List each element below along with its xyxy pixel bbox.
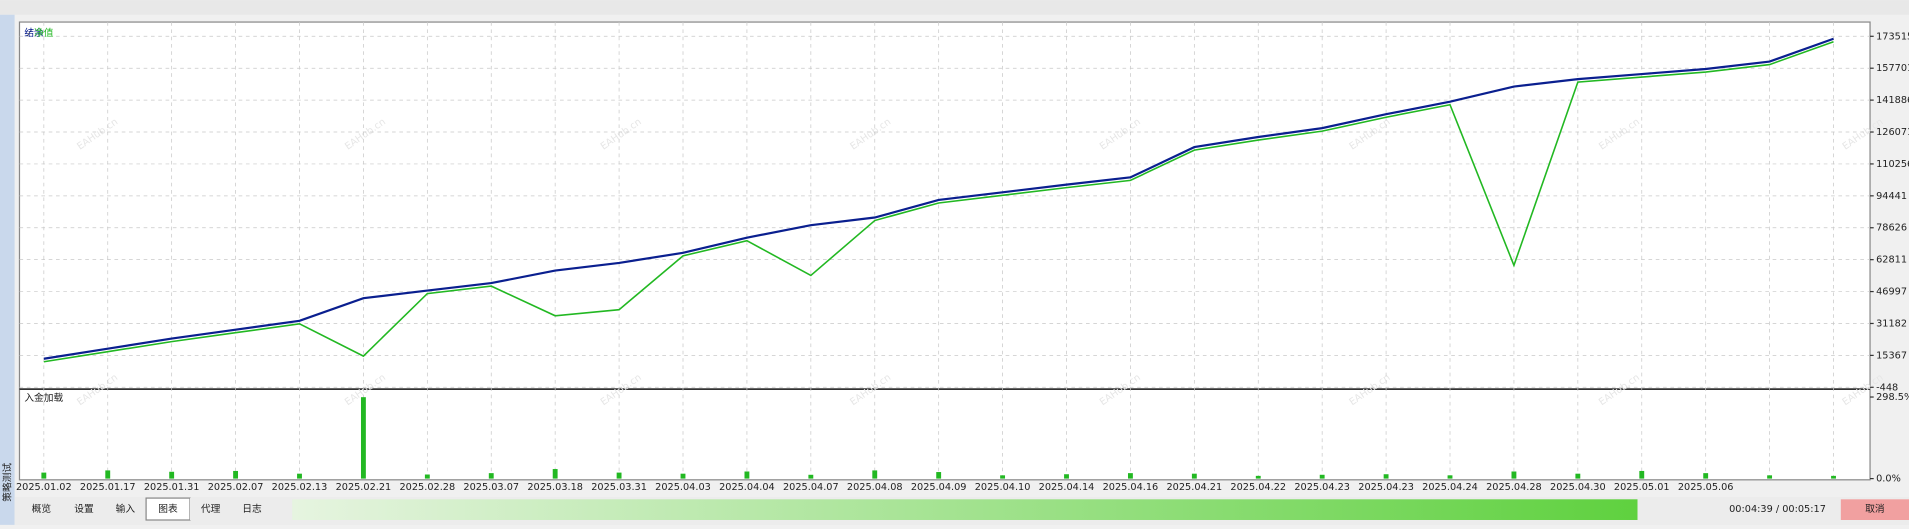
tab-label[interactable]: 输入 bbox=[116, 502, 136, 515]
tab[interactable] bbox=[231, 498, 273, 520]
x-tick-label: 2025.03.18 bbox=[527, 482, 583, 493]
tab-label[interactable]: 日志 bbox=[242, 502, 262, 515]
bar bbox=[1191, 473, 1197, 479]
x-tick-label: 2025.02.28 bbox=[400, 482, 456, 493]
bar bbox=[1127, 473, 1133, 479]
bar bbox=[1000, 475, 1006, 479]
y-tick-label: 62811 bbox=[1876, 255, 1907, 266]
bar bbox=[169, 471, 175, 479]
bar bbox=[1767, 475, 1773, 479]
y-tick-label: 94441 bbox=[1876, 191, 1907, 202]
bar bbox=[808, 474, 814, 479]
tab[interactable] bbox=[189, 498, 232, 520]
bar bbox=[1639, 470, 1645, 479]
bar bbox=[1383, 474, 1389, 479]
cancel-button[interactable] bbox=[1840, 499, 1909, 520]
bar bbox=[1319, 474, 1325, 479]
x-tick-label: 2025.04.10 bbox=[975, 482, 1031, 493]
x-tick-label: 2025.04.03 bbox=[655, 482, 711, 493]
bar bbox=[1511, 471, 1517, 479]
bar bbox=[1447, 475, 1453, 479]
bar bbox=[1575, 473, 1581, 479]
progress-bar bbox=[292, 499, 1638, 520]
x-tick-label: 2025.04.08 bbox=[847, 482, 903, 493]
series-line bbox=[43, 41, 1834, 363]
bar bbox=[872, 470, 878, 479]
y-tick-label: -448 bbox=[1876, 382, 1898, 393]
x-tick-label: 2025.04.09 bbox=[911, 482, 967, 493]
bar bbox=[233, 470, 239, 479]
bar bbox=[680, 473, 686, 479]
x-tick-label: 2025.04.14 bbox=[1039, 482, 1095, 493]
chart-area bbox=[18, 21, 1871, 481]
x-tick-label: 2025.04.07 bbox=[783, 482, 839, 493]
bar bbox=[360, 397, 366, 479]
x-tick-label: 2025.02.13 bbox=[272, 482, 328, 493]
y-tick-label: 110256 bbox=[1876, 159, 1909, 170]
x-tick-label: 2025.01.02 bbox=[16, 482, 72, 493]
x-tick-label: 2025.03.07 bbox=[463, 482, 519, 493]
series-line bbox=[43, 37, 1834, 360]
bar bbox=[616, 472, 622, 479]
tab-label[interactable]: 设置 bbox=[74, 503, 94, 515]
x-tick-label: 2025.04.30 bbox=[1550, 482, 1606, 493]
x-tick-label: 2025.02.07 bbox=[208, 482, 264, 493]
tab[interactable] bbox=[63, 498, 105, 520]
legend-separator bbox=[26, 29, 32, 37]
y-tick-label: 298.5% bbox=[1876, 392, 1909, 403]
tab[interactable] bbox=[104, 498, 147, 520]
x-tick-label: 2025.04.16 bbox=[1103, 482, 1159, 493]
bar bbox=[41, 472, 47, 479]
bar bbox=[1831, 475, 1836, 479]
bar bbox=[424, 474, 430, 479]
x-tick-label: 2025.01.31 bbox=[144, 482, 200, 493]
bar bbox=[744, 471, 750, 479]
x-tick-label: 2025.05.01 bbox=[1614, 482, 1670, 493]
side-panel bbox=[0, 14, 15, 525]
y-tick-label: 141886 bbox=[1876, 95, 1909, 106]
x-tick-label: 2025.04.23 bbox=[1358, 482, 1414, 493]
y-tick-label: 78626 bbox=[1876, 223, 1907, 234]
plot: 概览 设置 输入 图表 代理 日志 -448 15367 31182 46997 62811 7862… bbox=[16, 22, 1909, 521]
x-tick-label: 2025.04.23 bbox=[1294, 482, 1350, 493]
legend-entry: 结余 bbox=[24, 26, 44, 39]
x-tick-label: 2025.04.28 bbox=[1486, 482, 1542, 493]
pane-title: 入金加载 bbox=[24, 391, 63, 404]
x-tick-label: 2025.04.04 bbox=[719, 482, 775, 493]
tab-label[interactable]: 代理 bbox=[201, 503, 221, 515]
cancel-label[interactable]: 取消 bbox=[1865, 502, 1885, 515]
legend-entry: 净值 bbox=[34, 26, 54, 39]
x-tick-label: 2025.03.31 bbox=[591, 482, 647, 493]
bar bbox=[488, 473, 494, 479]
toolbar bbox=[0, 0, 1909, 15]
side-tab[interactable]: 策略测试 bbox=[0, 463, 13, 502]
x-tick-label: 2025.04.24 bbox=[1422, 482, 1478, 493]
bar bbox=[297, 473, 302, 479]
bar bbox=[552, 469, 558, 479]
tab-label[interactable]: 概览 bbox=[32, 502, 52, 515]
x-tick-label: 2025.04.22 bbox=[1230, 482, 1286, 493]
bar bbox=[1064, 474, 1069, 479]
y-tick-label: 15367 bbox=[1876, 350, 1907, 361]
progress-time: 00:04:39 / 00:05:17 bbox=[1729, 504, 1826, 515]
x-tick-label: 2025.02.21 bbox=[336, 482, 392, 493]
bar bbox=[1255, 475, 1261, 479]
bar bbox=[936, 472, 942, 479]
y-tick-label: 46997 bbox=[1876, 287, 1907, 298]
tab-label[interactable]: 图表 bbox=[158, 502, 178, 515]
tab[interactable] bbox=[19, 498, 64, 520]
y-tick-label: 173515 bbox=[1876, 31, 1909, 42]
y-tick-label: 31182 bbox=[1876, 318, 1907, 329]
x-tick-label: 2025.05.06 bbox=[1678, 482, 1734, 493]
bar bbox=[105, 470, 111, 479]
x-tick-label: 2025.01.17 bbox=[80, 482, 136, 493]
bar bbox=[1703, 473, 1709, 479]
y-tick-label: 0.0% bbox=[1876, 474, 1901, 485]
x-tick-label: 2025.04.21 bbox=[1167, 482, 1223, 493]
